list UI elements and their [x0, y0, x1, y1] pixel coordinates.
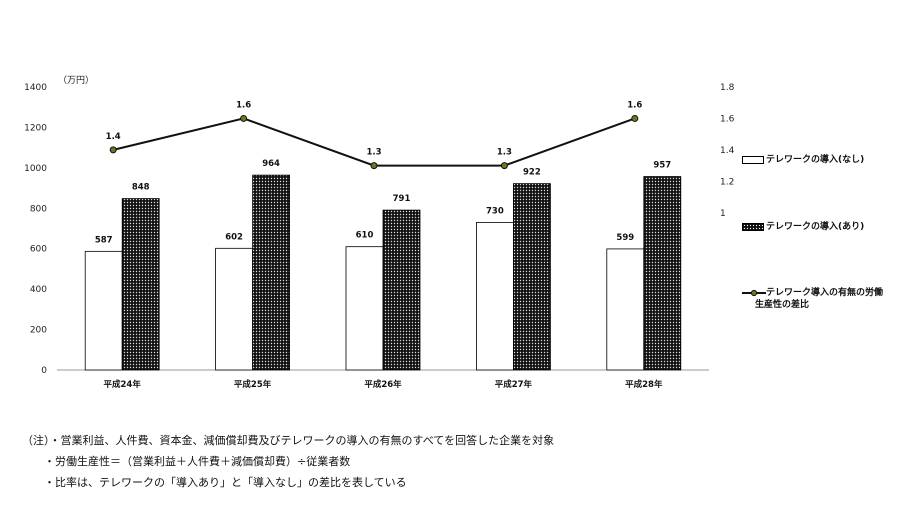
- ratio-point: [240, 114, 248, 122]
- y2-tick-label: 1: [720, 209, 726, 219]
- bar-with-telework: [121, 198, 160, 371]
- y2-tick-label: 1.2: [720, 177, 734, 187]
- data-label-no-telework: 587: [95, 235, 113, 245]
- y-tick-label: 1000: [24, 164, 47, 174]
- ratio-line: [112, 117, 636, 167]
- legend-label-ratio-line2: 生産性の差比: [755, 300, 810, 310]
- bar-with-telework: [382, 209, 421, 371]
- ratio-point: [500, 162, 508, 170]
- data-label-with-telework: 957: [653, 161, 671, 171]
- data-label-no-telework: 730: [486, 206, 504, 216]
- legend-label-ratio-line1: テレワーク導入の有無の労働: [766, 288, 884, 298]
- y-tick-label: 1200: [24, 123, 47, 133]
- y-tick-label: 200: [30, 326, 47, 336]
- bar-no-telework: [606, 248, 645, 371]
- x-tick-label: 平成26年: [364, 379, 402, 390]
- x-tick-label: 平成24年: [104, 379, 142, 390]
- bar-no-telework: [215, 247, 254, 371]
- data-label-no-telework: 610: [356, 231, 374, 241]
- ratio-point: [631, 114, 639, 122]
- legend-swatch-white: [742, 155, 764, 164]
- data-label-with-telework: 922: [523, 168, 541, 178]
- legend-label-no-telework: テレワークの導入(なし): [766, 155, 865, 165]
- x-tick-label: 平成25年: [234, 379, 272, 390]
- data-label-ratio: 1.3: [366, 148, 381, 158]
- x-tick-label: 平成27年: [495, 379, 533, 390]
- bar-with-telework: [252, 174, 291, 371]
- y2-tick-label: 1.4: [720, 146, 735, 156]
- bar-no-telework: [475, 222, 514, 371]
- y2-tick-label: 1.6: [720, 114, 735, 124]
- y-tick-label: 800: [30, 204, 47, 214]
- data-label-ratio: 1.3: [497, 148, 512, 158]
- legend-item-productivity-ratio: テレワーク導入の有無の労働 生産性の差比: [742, 287, 902, 311]
- data-label-no-telework: 602: [225, 232, 243, 242]
- data-label-with-telework: 848: [132, 183, 150, 193]
- y2-tick-label: 1.8: [720, 83, 735, 93]
- legend-label-with-telework: テレワークの導入(あり): [766, 222, 865, 232]
- note-2: ・労働生産性＝（営業利益＋人件費＋減価償却費）÷従業者数: [44, 455, 351, 468]
- x-tick-label: 平成28年: [625, 379, 663, 390]
- bar-no-telework: [345, 246, 384, 371]
- y-tick-label: 600: [30, 245, 47, 255]
- legend-line-marker-icon: [742, 289, 766, 296]
- y-tick-label: 400: [30, 285, 47, 295]
- data-label-with-telework: 791: [393, 194, 411, 204]
- bar-with-telework: [643, 176, 682, 371]
- bar-no-telework: [84, 250, 123, 371]
- y-axis-unit: （万円）: [58, 75, 94, 86]
- legend-item-no-telework: テレワークの導入(なし): [742, 154, 902, 166]
- y-tick-label: 0: [41, 366, 47, 376]
- data-label-ratio: 1.6: [236, 100, 251, 110]
- note-1: （注）・営業利益、人件費、資本金、減価償却費及びテレワークの導入の有無のすべてを…: [22, 434, 555, 447]
- data-label-ratio: 1.4: [106, 132, 121, 142]
- notes: （注）・営業利益、人件費、資本金、減価償却費及びテレワークの導入の有無のすべてを…: [22, 430, 554, 493]
- bar-with-telework: [513, 183, 551, 371]
- chart: （万円） 0 200 400 600 800 1000 1200 1400 1 1.2 1.4 1.6…: [24, 75, 735, 390]
- ratio-point: [109, 146, 117, 154]
- ratio-point: [370, 162, 378, 170]
- note-3: ・比率は、テレワークの「導入あり」と「導入なし」の差比を表している: [44, 476, 407, 489]
- data-label-with-telework: 964: [262, 159, 280, 169]
- y-tick-label: 1400: [24, 83, 47, 93]
- legend-item-with-telework: テレワークの導入(あり): [742, 221, 902, 233]
- data-label-no-telework: 599: [616, 233, 634, 243]
- data-label-ratio: 1.6: [627, 100, 642, 110]
- legend-swatch-dotted: [742, 222, 764, 231]
